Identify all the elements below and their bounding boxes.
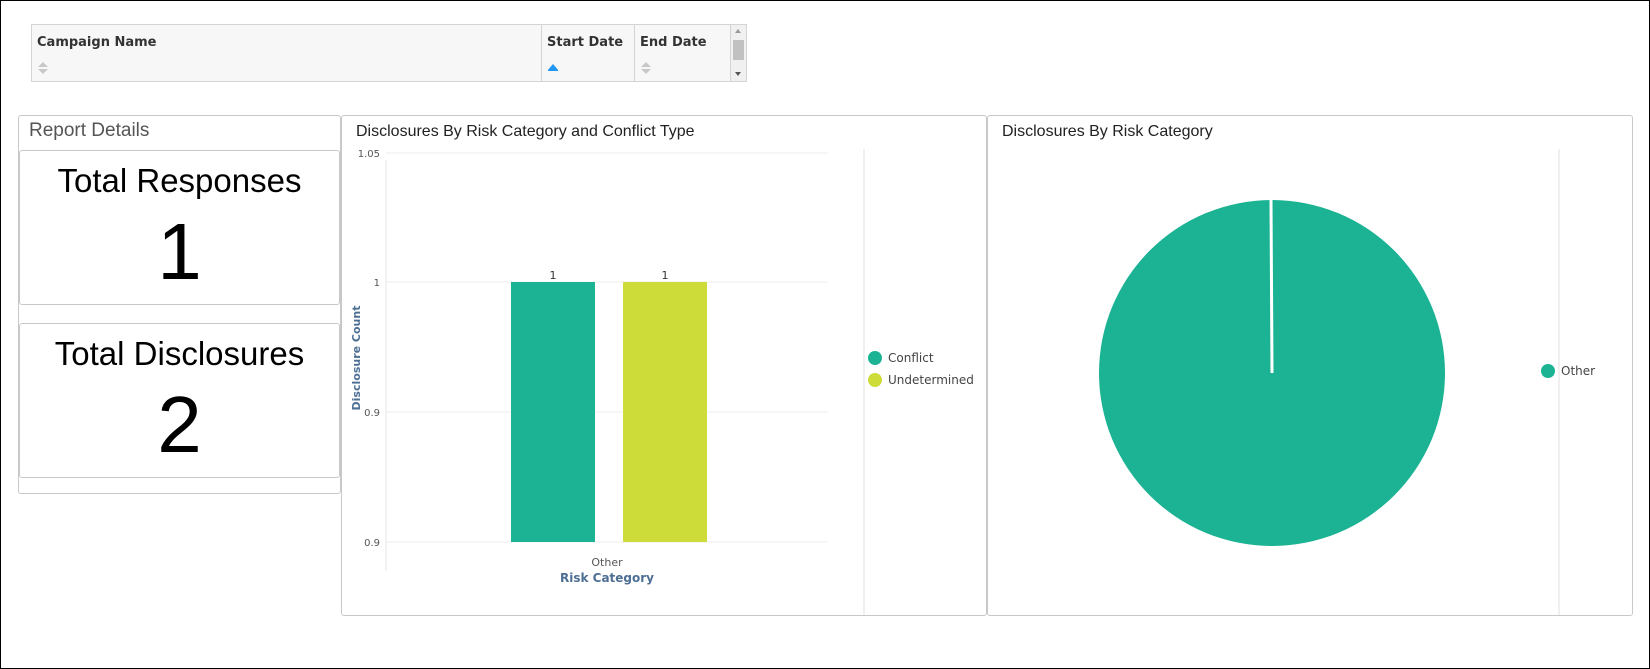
bar-chart-panel: Disclosures By Risk Category and Conflic… xyxy=(341,115,987,616)
pie-chart-panel: Disclosures By Risk Category Other xyxy=(987,115,1633,616)
sort-neutral-icon[interactable] xyxy=(38,61,48,75)
x-axis-title: Risk Category xyxy=(560,571,654,585)
scroll-thumb[interactable] xyxy=(733,40,744,60)
bar-chart-title: Disclosures By Risk Category and Conflic… xyxy=(356,123,695,140)
bar-undetermined[interactable] xyxy=(623,282,707,542)
report-details-panel: Report Details Total Responses 1 Total D… xyxy=(18,115,341,494)
y-tick-label: 0.9 xyxy=(364,408,380,419)
bar-chart: 1.05 1 0.9 0.9 Other Risk Category Disclosure … xyxy=(350,149,974,615)
legend-swatch-other[interactable] xyxy=(1541,364,1555,378)
pie-slice-border xyxy=(1269,199,1274,374)
bar-conflict[interactable] xyxy=(511,282,595,542)
legend-swatch-undetermined[interactable] xyxy=(868,373,882,387)
report-details-title: Report Details xyxy=(29,120,150,141)
campaign-filter-table: Campaign Name Start Date End Date xyxy=(31,24,747,82)
column-header-campaign-name[interactable]: Campaign Name xyxy=(32,25,542,81)
y-tick-label: 1 xyxy=(374,278,380,289)
column-header-label: End Date xyxy=(640,35,707,50)
legend-label-other[interactable]: Other xyxy=(1561,364,1595,378)
filter-scrollbar[interactable] xyxy=(731,25,746,81)
total-responses-card: Total Responses 1 xyxy=(19,150,340,305)
column-header-end-date[interactable]: End Date xyxy=(635,25,731,81)
bar-data-label: 1 xyxy=(550,269,557,282)
column-header-label: Start Date xyxy=(547,35,624,50)
column-header-label: Campaign Name xyxy=(37,35,157,50)
y-tick-label: 0.9 xyxy=(364,538,380,549)
legend-label-undetermined[interactable]: Undetermined xyxy=(888,373,974,387)
x-tick-label: Other xyxy=(591,556,623,569)
sort-neutral-icon[interactable] xyxy=(641,61,651,75)
total-disclosures-card: Total Disclosures 2 xyxy=(19,323,340,478)
sort-ascending-icon[interactable] xyxy=(548,61,558,75)
y-tick-label: 1.05 xyxy=(358,149,380,160)
y-axis-title: Disclosure Count xyxy=(350,306,363,411)
total-responses-label: Total Responses xyxy=(57,162,302,199)
bar-data-label: 1 xyxy=(662,269,669,282)
scroll-down-arrow-icon[interactable] xyxy=(735,72,741,76)
total-disclosures-label: Total Disclosures xyxy=(54,335,305,372)
total-disclosures-value: 2 xyxy=(157,380,202,469)
legend-swatch-conflict[interactable] xyxy=(868,351,882,365)
scroll-up-arrow-icon[interactable] xyxy=(735,29,741,33)
column-header-start-date[interactable]: Start Date xyxy=(542,25,635,81)
pie-chart: Other xyxy=(1099,149,1595,615)
pie-chart-title: Disclosures By Risk Category xyxy=(1002,123,1213,140)
total-responses-value: 1 xyxy=(157,207,202,296)
legend-label-conflict[interactable]: Conflict xyxy=(888,351,934,365)
